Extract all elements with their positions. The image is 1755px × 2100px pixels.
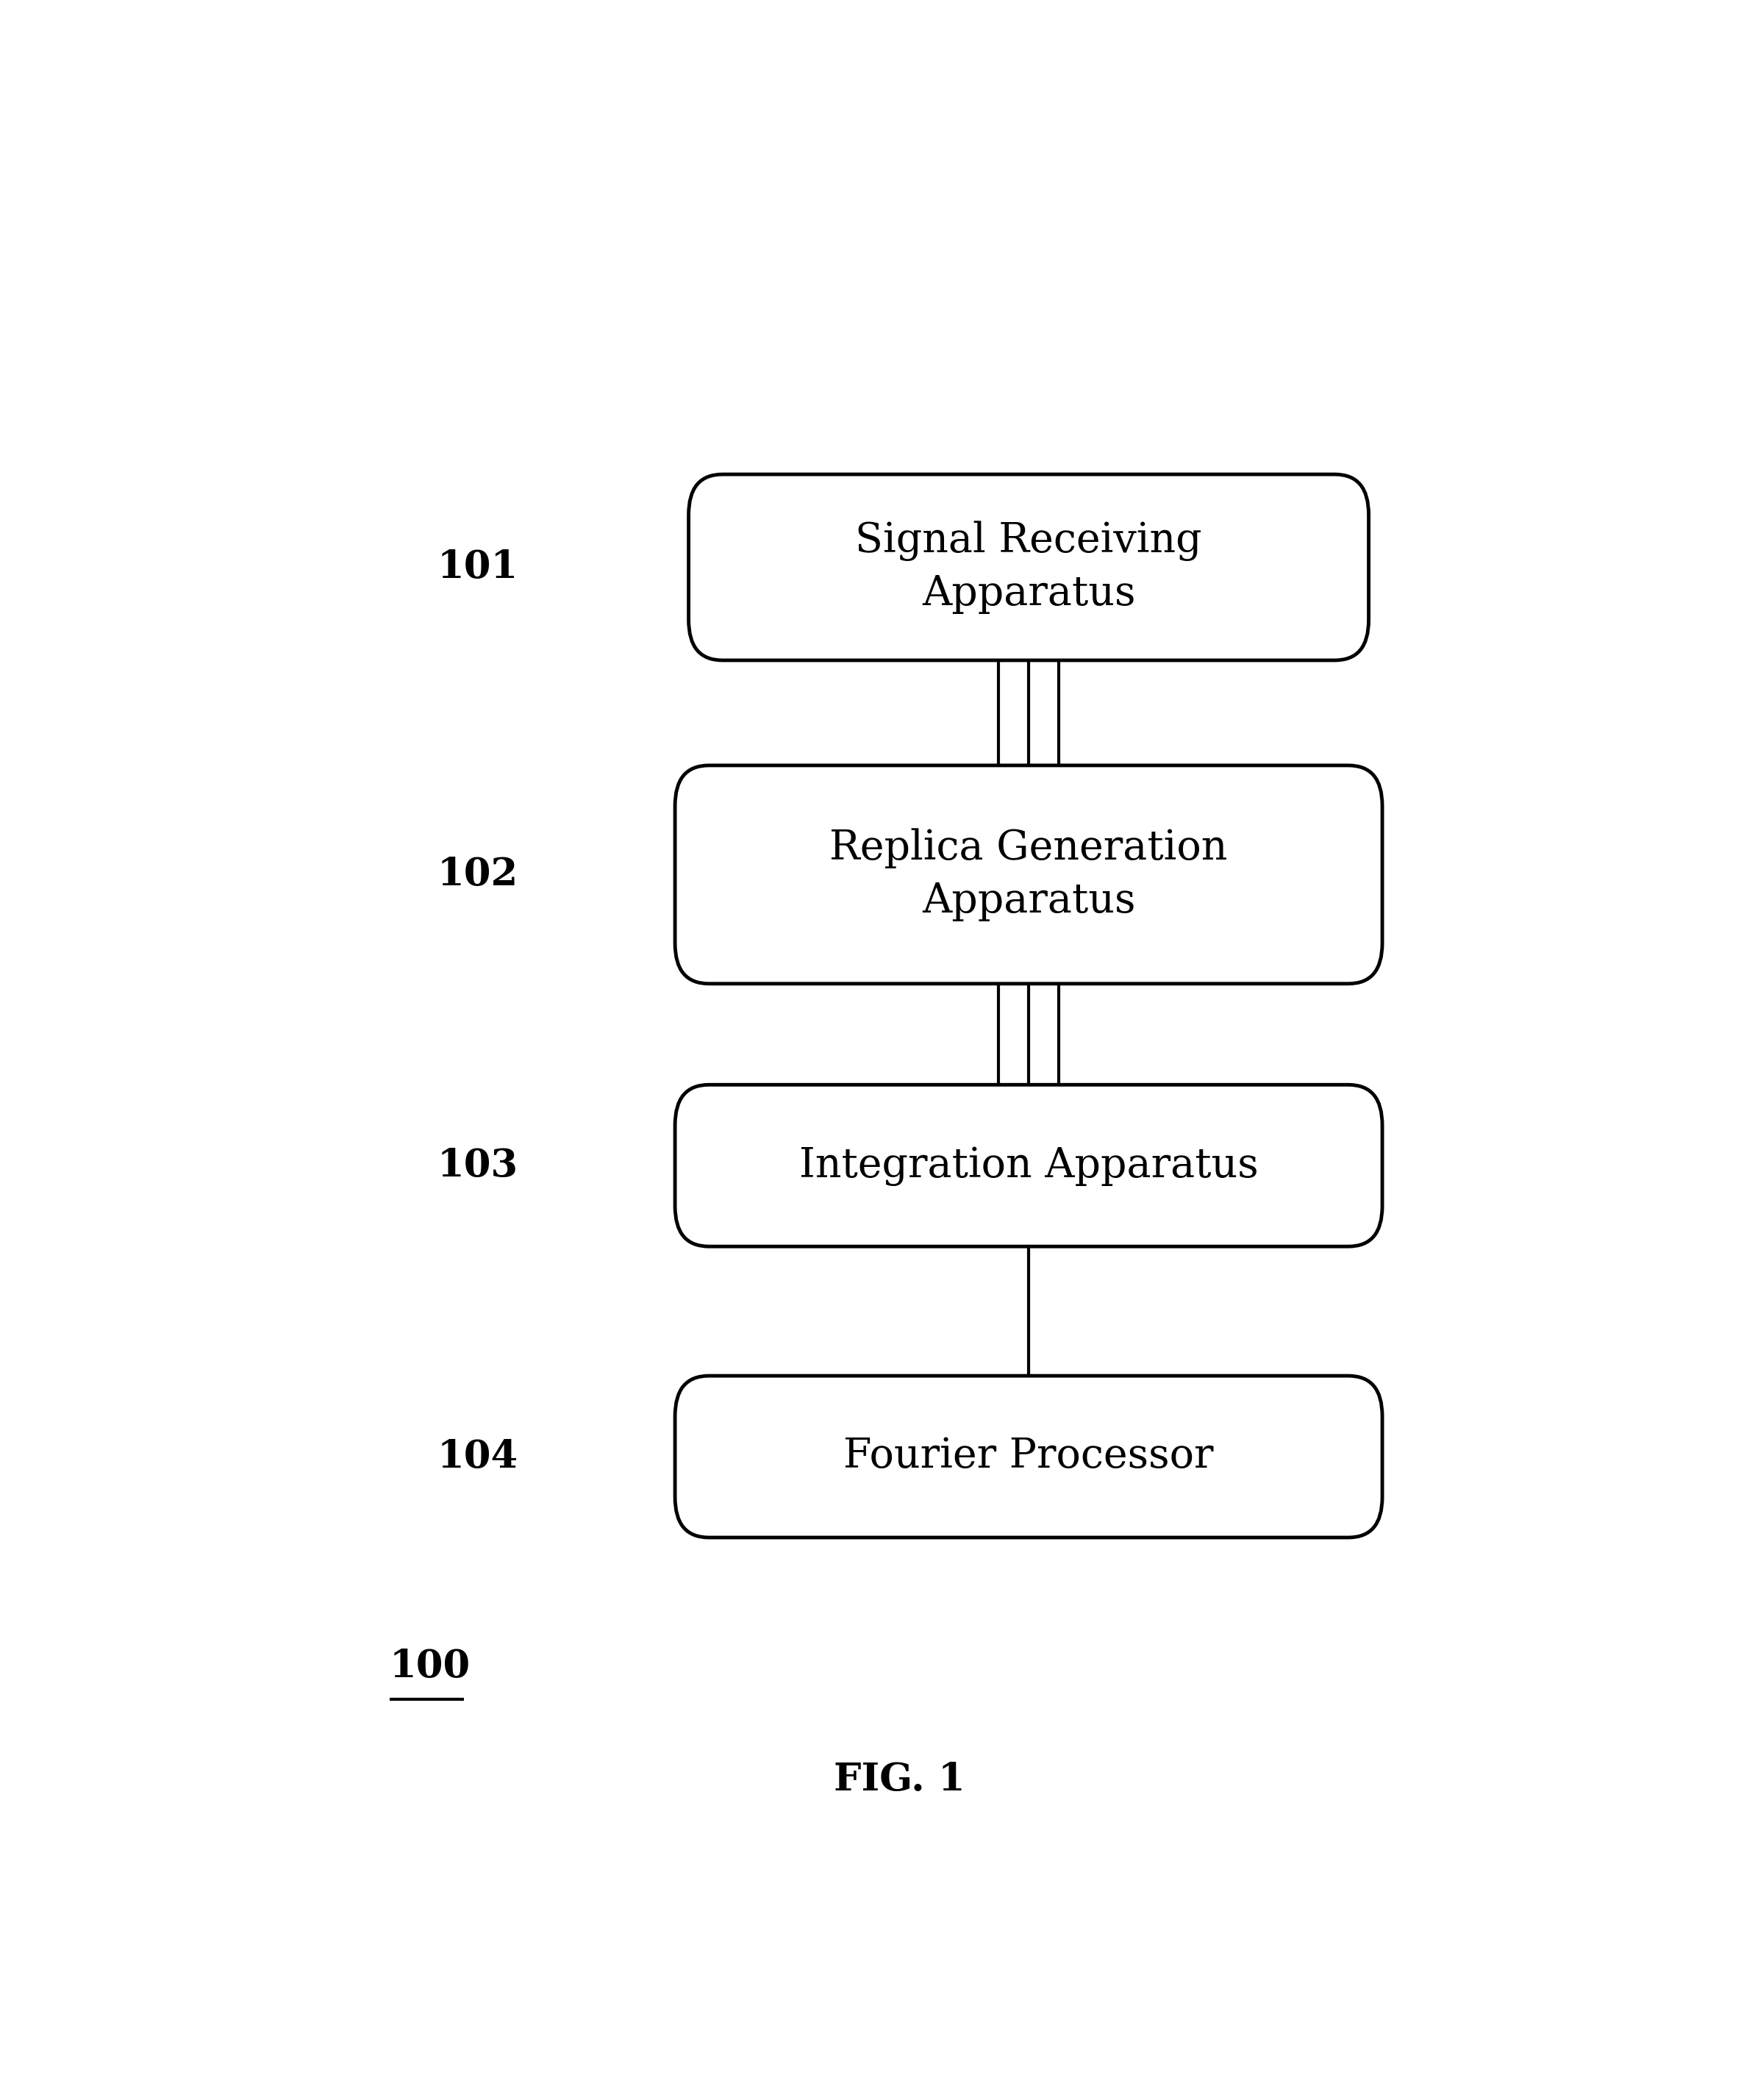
Text: 104: 104 xyxy=(437,1439,518,1476)
Text: Signal Receiving
Apparatus: Signal Receiving Apparatus xyxy=(855,521,1202,613)
Text: 101: 101 xyxy=(437,548,518,586)
FancyBboxPatch shape xyxy=(676,764,1383,983)
Text: FIG. 1: FIG. 1 xyxy=(834,1762,965,1800)
Text: Fourier Processor: Fourier Processor xyxy=(844,1436,1214,1476)
Text: Integration Apparatus: Integration Apparatus xyxy=(799,1145,1258,1186)
FancyBboxPatch shape xyxy=(676,1086,1383,1247)
FancyBboxPatch shape xyxy=(676,1376,1383,1537)
Text: 102: 102 xyxy=(437,857,518,892)
Text: Replica Generation
Apparatus: Replica Generation Apparatus xyxy=(830,827,1228,922)
FancyBboxPatch shape xyxy=(688,475,1369,659)
Text: 100: 100 xyxy=(390,1649,470,1686)
Text: 103: 103 xyxy=(437,1147,518,1184)
